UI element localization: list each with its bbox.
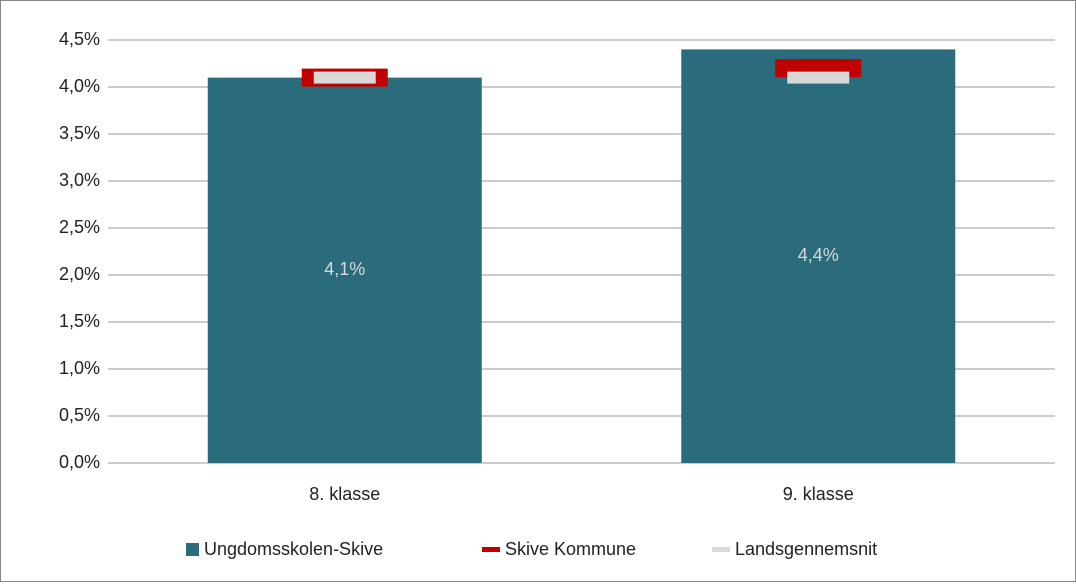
- y-tick-label: 4,5%: [59, 29, 100, 49]
- y-tick-label: 4,0%: [59, 76, 100, 96]
- legend-label: Landsgennemsnit: [735, 539, 877, 559]
- legend-swatch: [712, 547, 730, 552]
- bar: [681, 49, 956, 464]
- bar: [207, 77, 482, 463]
- legend-label: Skive Kommune: [505, 539, 636, 559]
- legend-label: Ungdomsskolen-Skive: [204, 539, 383, 559]
- y-tick-label: 0,5%: [59, 405, 100, 425]
- y-tick-label: 1,0%: [59, 358, 100, 378]
- value-label: 4,1%: [324, 259, 365, 279]
- y-tick-label: 2,5%: [59, 217, 100, 237]
- legend-swatch: [482, 547, 500, 552]
- marker: [787, 71, 850, 84]
- legend-swatch: [186, 543, 199, 556]
- y-tick-label: 3,5%: [59, 123, 100, 143]
- x-tick-label: 8. klasse: [309, 484, 380, 504]
- marker: [313, 71, 376, 84]
- y-tick-label: 3,0%: [59, 170, 100, 190]
- y-tick-label: 1,5%: [59, 311, 100, 331]
- y-tick-label: 2,0%: [59, 264, 100, 284]
- x-tick-label: 9. klasse: [783, 484, 854, 504]
- y-tick-label: 0,0%: [59, 452, 100, 472]
- value-label: 4,4%: [798, 245, 839, 265]
